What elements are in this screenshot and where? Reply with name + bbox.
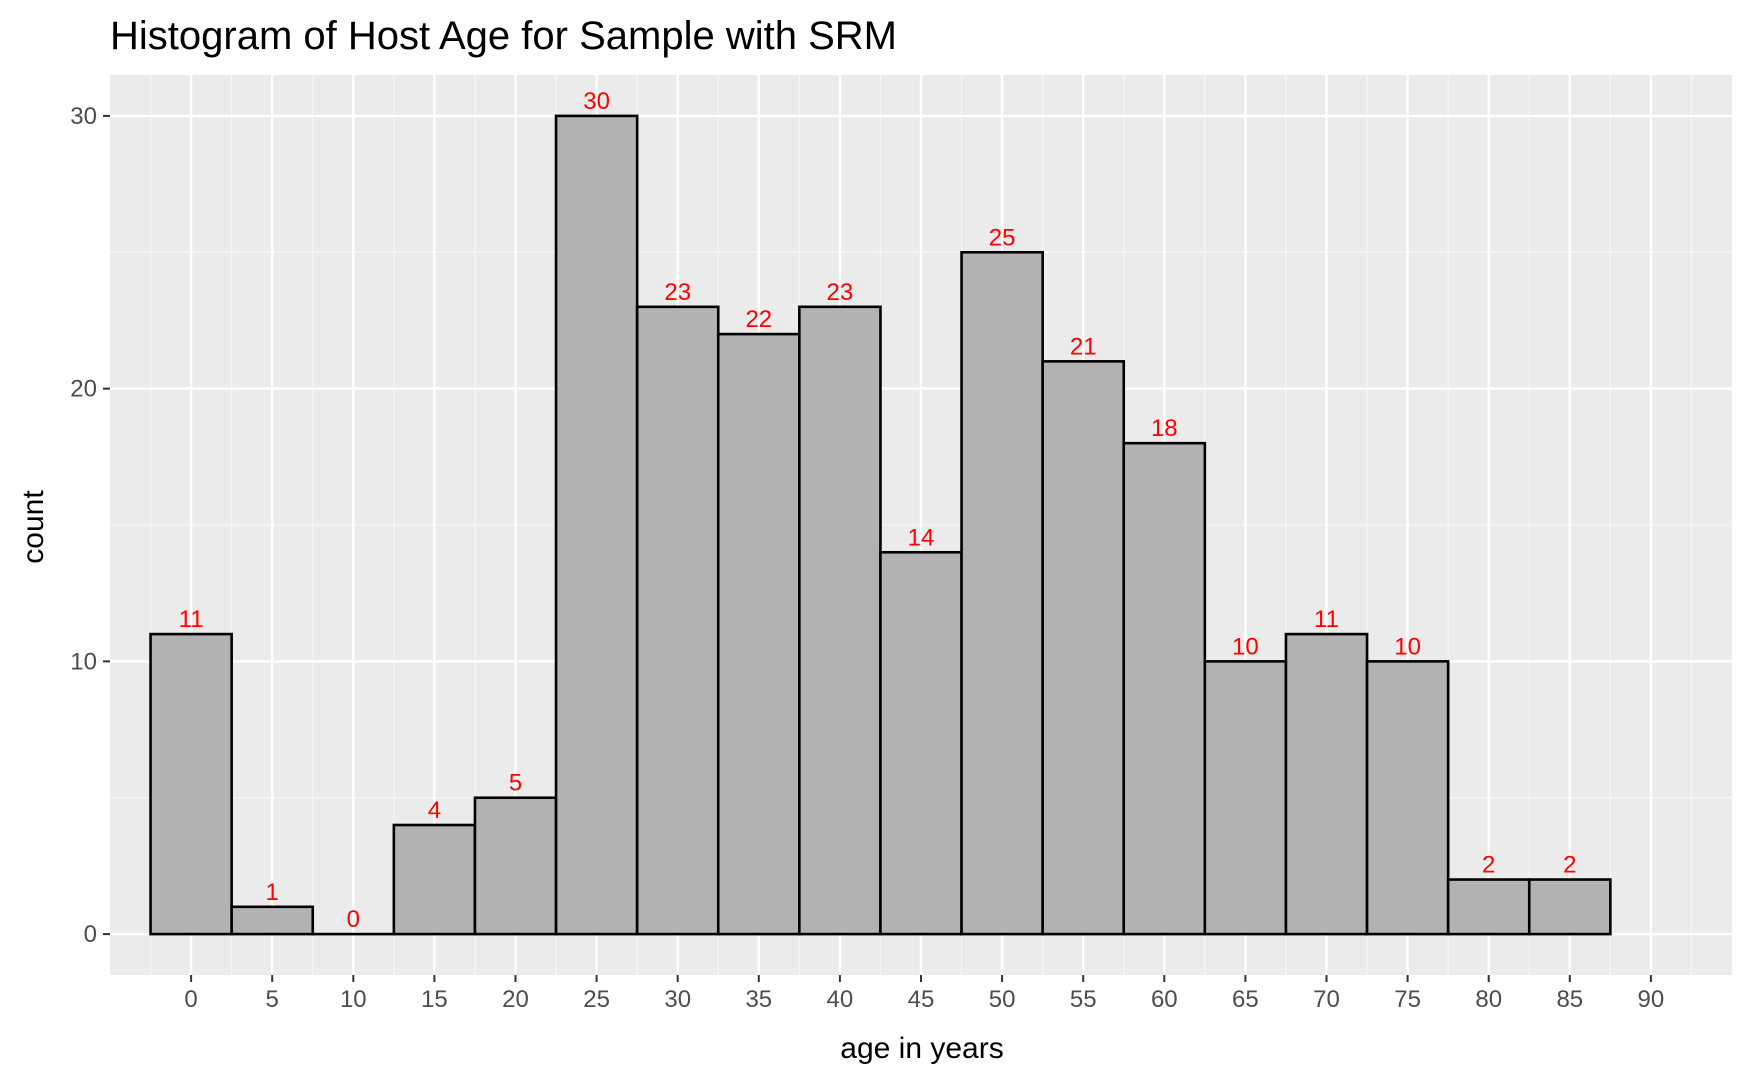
bar-value-label: 14 <box>908 524 935 551</box>
bar <box>1203 660 1288 936</box>
x-tick-label: 50 <box>989 986 1016 1013</box>
bar-value-label: 23 <box>664 279 691 306</box>
bar-value-label: 18 <box>1151 415 1178 442</box>
bar-value-label: 11 <box>179 606 204 633</box>
x-tick-label: 65 <box>1232 986 1259 1013</box>
x-tick-label: 70 <box>1313 986 1340 1013</box>
bar-value-label: 22 <box>745 306 772 333</box>
x-tick-label: 15 <box>421 986 448 1013</box>
bar <box>716 332 801 936</box>
bar-value-label: 2 <box>1482 852 1495 879</box>
bar <box>1284 632 1369 936</box>
x-tick-label: 90 <box>1638 986 1665 1013</box>
bar-value-label: 1 <box>266 879 279 906</box>
x-tick-label: 80 <box>1475 986 1502 1013</box>
bar <box>798 305 882 936</box>
x-tick-label: 55 <box>1070 986 1097 1013</box>
bar-value-label: 30 <box>583 88 610 115</box>
bar-value-label: 10 <box>1394 633 1421 660</box>
y-tick-label: 20 <box>70 376 97 403</box>
bar <box>879 550 963 936</box>
x-tick-label: 75 <box>1394 986 1421 1013</box>
x-tick-label: 20 <box>502 986 529 1013</box>
bar <box>1041 360 1126 936</box>
x-tick-label: 40 <box>827 986 854 1013</box>
x-axis: 0 5 10 15 20 25 30 35 40 45 50 55 60 65 70 75 80 85 90 <box>184 975 1664 1013</box>
bar <box>230 905 315 936</box>
x-tick-label: 30 <box>664 986 691 1013</box>
y-tick-label: 0 <box>84 921 97 948</box>
bar <box>392 823 477 936</box>
x-tick-label: 5 <box>266 986 279 1013</box>
x-tick-label: 10 <box>340 986 367 1013</box>
x-tick-label: 60 <box>1151 986 1178 1013</box>
x-tick-label: 85 <box>1556 986 1583 1013</box>
bar-value-label: 5 <box>509 770 522 797</box>
y-axis: 0 10 20 30 <box>70 103 110 948</box>
bar-value-label: 11 <box>1314 606 1339 633</box>
bar <box>554 114 639 936</box>
x-tick-label: 0 <box>184 986 197 1013</box>
x-tick-label: 35 <box>745 986 772 1013</box>
y-axis-label: count <box>17 490 50 564</box>
bar <box>1122 441 1207 936</box>
bar <box>1527 878 1612 936</box>
x-tick-label: 45 <box>908 986 935 1013</box>
bar <box>960 250 1044 936</box>
bar-value-label: 23 <box>827 279 854 306</box>
bar-value-label: 10 <box>1232 633 1259 660</box>
bar <box>635 305 720 936</box>
bar-value-label: 21 <box>1070 333 1097 360</box>
bar <box>1446 878 1531 936</box>
x-axis-label: age in years <box>840 1032 1003 1065</box>
bar-value-label: 25 <box>989 224 1016 251</box>
y-tick-label: 10 <box>70 648 97 675</box>
bar-value-label: 2 <box>1563 852 1576 879</box>
bar-value-label: 0 <box>347 906 360 933</box>
bar-value-label: 4 <box>428 797 441 824</box>
bar <box>1365 660 1450 936</box>
y-tick-label: 30 <box>70 103 97 130</box>
x-tick-label: 25 <box>583 986 610 1013</box>
chart-title: Histogram of Host Age for Sample with SR… <box>110 14 897 58</box>
bar <box>473 796 558 936</box>
bars <box>149 114 1612 936</box>
bar <box>149 632 233 936</box>
